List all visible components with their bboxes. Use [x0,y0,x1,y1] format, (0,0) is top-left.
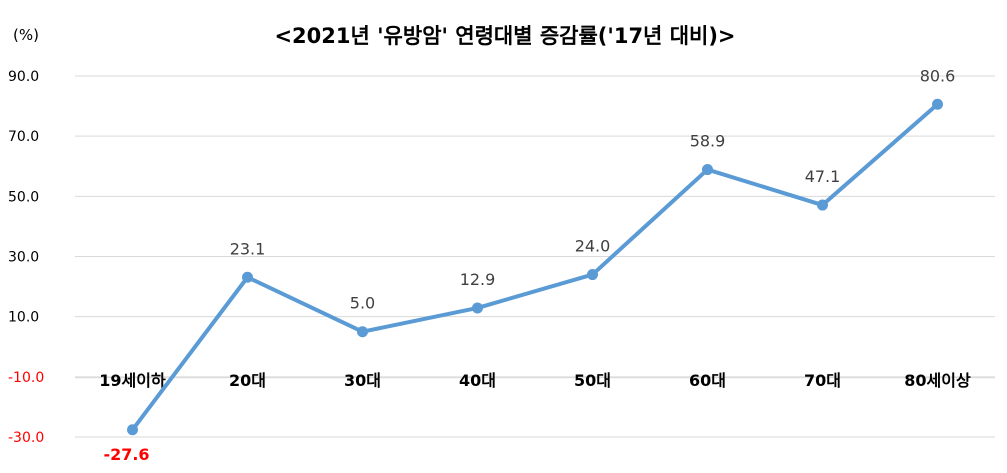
x-axis-ticks: 19세이하 20대 30대 40대 50대 60대 70대 80세이상 [99,371,971,390]
x-tick-label: 40대 [459,371,496,390]
x-tick-label: 60대 [689,371,726,390]
y-tick-label: 10.0 [8,310,39,326]
data-point [472,302,483,314]
x-tick-label: 80세이상 [904,371,971,390]
x-tick-label: 30대 [344,371,381,390]
data-label: 80.6 [920,66,956,85]
data-label: 47.1 [805,167,841,186]
data-point [702,164,713,176]
y-tick-label: 70.0 [8,129,39,145]
gridlines [75,75,995,438]
data-point [127,424,138,436]
x-tick-label: 20대 [229,371,266,390]
data-labels: -27.6 23.1 5.0 12.9 24.0 58.9 47.1 80.6 [103,66,955,464]
data-point [587,269,598,281]
data-point [242,271,253,283]
x-tick-label: 19세이하 [99,371,166,390]
data-label: 12.9 [460,270,496,289]
data-point [932,98,943,110]
data-label: 58.9 [690,132,726,151]
x-tick-label: 70대 [804,371,841,390]
data-label: -27.6 [103,445,149,464]
y-axis-ticks: 90.0 70.0 50.0 30.0 10.0 -10.0 -30.0 [8,69,44,446]
y-tick-label: -30.0 [8,430,44,446]
y-tick-label: -10.0 [8,370,44,386]
y-tick-label: 30.0 [8,250,39,266]
x-tick-label: 50대 [574,371,611,390]
data-label: 23.1 [230,239,266,258]
series-line-layer [130,102,940,432]
series-line [130,102,940,432]
y-axis-unit-label: (%) [13,26,39,44]
data-label: 24.0 [575,237,611,256]
data-points [127,98,943,436]
y-tick-label: 90.0 [8,69,39,85]
data-point [817,199,828,211]
data-point [357,326,368,338]
y-tick-label: 50.0 [8,189,39,205]
data-label: 5.0 [350,294,375,313]
chart-title: <2021년 '유방암' 연령대별 증감률('17년 대비)> [274,24,735,48]
